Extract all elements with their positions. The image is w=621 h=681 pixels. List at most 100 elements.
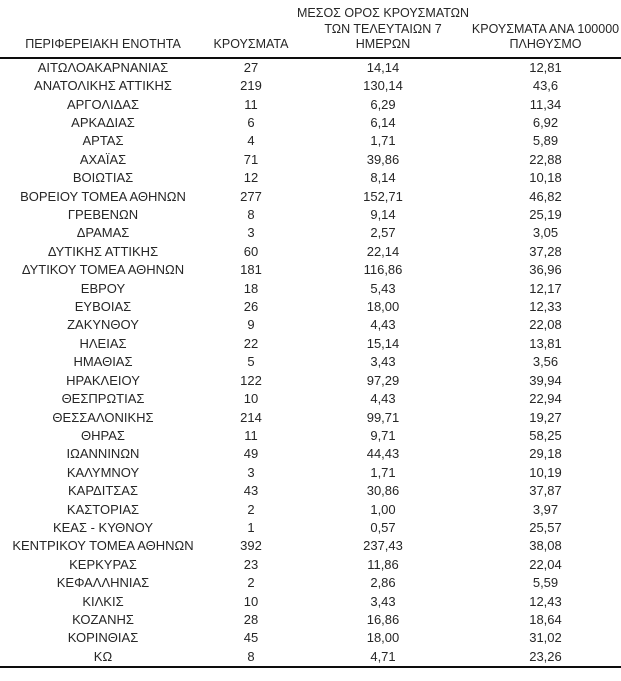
cell-7day-average: 9,14 xyxy=(370,207,396,223)
cell-7day-average: 152,71 xyxy=(363,188,403,204)
cell-cases: 122 xyxy=(240,372,262,388)
table-row: ΚΕΝΤΡΙΚΟΥ ΤΟΜΕΑ ΑΘΗΝΩΝ 392 237,43 38,08 xyxy=(0,537,621,555)
table-row: ΑΡΤΑΣ 4 1,71 5,89 xyxy=(0,132,621,150)
cell-cases-per-100000: 12,43 xyxy=(529,593,562,609)
cell-cases: 8 xyxy=(247,207,255,223)
cell-7day-average: 1,00 xyxy=(370,501,396,517)
cell-7day-average: 18,00 xyxy=(366,299,400,315)
cell-7day-average: 237,43 xyxy=(363,538,403,554)
cell-7day-average: 9,71 xyxy=(370,427,396,443)
cell-7day-average: 1,71 xyxy=(370,133,396,149)
cell-cases: 5 xyxy=(247,354,255,370)
cell-cases-per-100000: 25,57 xyxy=(529,519,562,535)
table-row: ΑΝΑΤΟΛΙΚΗΣ ΑΤΤΙΚΗΣ 219 130,14 43,6 xyxy=(0,77,621,95)
table-row: ΔΡΑΜΑΣ 3 2,57 3,05 xyxy=(0,224,621,242)
cell-cases: 3 xyxy=(247,464,255,480)
cell-cases-per-100000: 37,87 xyxy=(529,483,562,499)
table-row: ΔΥΤΙΚΗΣ ΑΤΤΙΚΗΣ 60 22,14 37,28 xyxy=(0,243,621,261)
cell-cases: 22 xyxy=(243,335,259,351)
cell-7day-average: 130,14 xyxy=(363,78,403,94)
cell-regional-unit: ΚΟΡΙΝΘΙΑΣ xyxy=(67,630,139,646)
cell-7day-average: 16,86 xyxy=(366,611,400,627)
cell-cases-per-100000: 22,08 xyxy=(529,317,562,333)
cell-regional-unit: ΑΡΓΟΛΙΔΑΣ xyxy=(66,96,140,112)
cell-cases: 27 xyxy=(243,59,259,75)
regional-cases-table: ΠΕΡΙΦΕΡΕΙΑΚΗ ΕΝΟΤΗΤΑ ΚΡΟΥΣΜΑΤΑ ΜΕΣΟΣ ΟΡΟ… xyxy=(0,6,621,669)
cell-7day-average: 22,14 xyxy=(366,243,400,259)
cell-7day-average: 6,14 xyxy=(370,115,396,130)
cell-cases-per-100000: 22,88 xyxy=(529,151,562,167)
cell-regional-unit: ΗΡΑΚΛΕΙΟΥ xyxy=(66,372,140,388)
cell-cases: 9 xyxy=(247,317,255,333)
cell-regional-unit: ΒΟΡΕΙΟΥ ΤΟΜΕΑ ΑΘΗΝΩΝ xyxy=(20,188,186,204)
cell-cases: 18 xyxy=(243,280,259,296)
cell-cases: 181 xyxy=(240,262,262,278)
cell-7day-average: 1,71 xyxy=(370,464,396,480)
table-row: ΘΗΡΑΣ 11 9,71 58,25 xyxy=(0,427,621,445)
table-row: ΑΙΤΩΛΟΑΚΑΡΝΑΝΙΑΣ 27 14,14 12,81 xyxy=(0,58,621,77)
cell-regional-unit: ΒΟΙΩΤΙΑΣ xyxy=(72,170,134,186)
cell-cases-per-100000: 11,34 xyxy=(529,96,562,112)
column-header-regional-unit: ΠΕΡΙΦΕΡΕΙΑΚΗ ΕΝΟΤΗΤΑ xyxy=(0,6,206,59)
cell-cases: 12 xyxy=(243,170,259,186)
cell-regional-unit: ΘΕΣΠΡΩΤΙΑΣ xyxy=(61,391,145,407)
cell-cases: 2 xyxy=(247,575,255,591)
cell-cases: 11 xyxy=(244,427,258,443)
column-header-7day-average: ΜΕΣΟΣ ΟΡΟΣ ΚΡΟΥΣΜΑΤΩΝ ΤΩΝ ΤΕΛΕΥΤΑΙΩΝ 7 Η… xyxy=(296,6,470,59)
cell-cases-per-100000: 22,04 xyxy=(529,556,562,572)
cell-cases-per-100000: 36,96 xyxy=(529,262,562,278)
cell-regional-unit: ΓΡΕΒΕΝΩΝ xyxy=(67,207,139,223)
cell-7day-average: 99,71 xyxy=(366,409,400,425)
table-row: ΚΟΡΙΝΘΙΑΣ 45 18,00 31,02 xyxy=(0,629,621,647)
cell-cases: 26 xyxy=(243,299,259,315)
cell-7day-average: 6,29 xyxy=(370,96,396,112)
cell-regional-unit: ΑΙΤΩΛΟΑΚΑΡΝΑΝΙΑΣ xyxy=(37,59,169,75)
cell-regional-unit: ΚΩ xyxy=(0,647,206,669)
cell-regional-unit: ΕΥΒΟΙΑΣ xyxy=(74,299,132,315)
cell-cases: 60 xyxy=(243,243,259,259)
table-row: ΚΟΖΑΝΗΣ 28 16,86 18,64 xyxy=(0,611,621,629)
cell-regional-unit: ΚΕΦΑΛΛΗΝΙΑΣ xyxy=(56,575,150,591)
cell-7day-average: 14,14 xyxy=(366,59,400,75)
cell-cases: 214 xyxy=(240,409,262,425)
column-header-cases-per-100000: ΚΡΟΥΣΜΑΤΑ ΑΝΑ 100000 ΠΛΗΘΥΣΜΟ xyxy=(470,6,621,59)
cell-cases-per-100000: 5,59 xyxy=(532,575,559,591)
cell-cases: 3 xyxy=(247,225,255,241)
cell-regional-unit: ΑΧΑΪΑΣ xyxy=(79,151,127,167)
cell-regional-unit: ΚΕΝΤΡΙΚΟΥ ΤΟΜΕΑ ΑΘΗΝΩΝ xyxy=(12,538,194,554)
table-row: ΗΛΕΙΑΣ 22 15,14 13,81 xyxy=(0,335,621,353)
cell-cases-per-100000: 39,94 xyxy=(529,372,562,388)
cell-cases-per-100000: 29,18 xyxy=(529,446,562,462)
cell-cases: 2 xyxy=(247,501,255,517)
cell-cases: 45 xyxy=(243,630,259,646)
cell-cases-per-100000: 13,81 xyxy=(529,335,562,351)
cell-regional-unit: ΚΑΣΤΟΡΙΑΣ xyxy=(66,501,140,517)
cell-cases-per-100000: 37,28 xyxy=(529,243,562,259)
cell-cases-per-100000: 18,64 xyxy=(529,611,562,627)
cell-cases: 49 xyxy=(243,446,259,462)
cell-regional-unit: ΚΑΡΔΙΤΣΑΣ xyxy=(67,483,139,499)
cell-7day-average: 44,43 xyxy=(366,446,400,462)
cell-7day-average: 2,57 xyxy=(370,225,396,241)
table-row: ΚΙΛΚΙΣ 10 3,43 12,43 xyxy=(0,593,621,611)
table-row: ΓΡΕΒΕΝΩΝ 8 9,14 25,19 xyxy=(0,206,621,224)
table-row: ΗΡΑΚΛΕΙΟΥ 122 97,29 39,94 xyxy=(0,372,621,390)
cell-regional-unit: ΙΩΑΝΝΙΝΩΝ xyxy=(66,446,140,462)
cell-cases-per-100000: 3,97 xyxy=(532,501,559,517)
cell-7day-average: 97,29 xyxy=(366,372,400,388)
cell-cases: 277 xyxy=(240,188,262,204)
cell-7day-average: 3,43 xyxy=(370,354,396,370)
table-row: ΒΟΡΕΙΟΥ ΤΟΜΕΑ ΑΘΗΝΩΝ 277 152,71 46,82 xyxy=(0,188,621,206)
cell-7day-average: 15,14 xyxy=(366,335,400,351)
cell-7day-average: 3,43 xyxy=(370,593,396,609)
cell-cases-per-100000: 3,05 xyxy=(532,225,559,241)
cell-7day-average: 5,43 xyxy=(370,280,396,296)
cell-cases-per-100000: 12,81 xyxy=(529,59,562,75)
cell-7day-average: 4,43 xyxy=(370,391,396,407)
cell-7day-average: 30,86 xyxy=(366,483,400,499)
cell-regional-unit: ΕΒΡΟΥ xyxy=(80,280,126,296)
table-header-row: ΠΕΡΙΦΕΡΕΙΑΚΗ ΕΝΟΤΗΤΑ ΚΡΟΥΣΜΑΤΑ ΜΕΣΟΣ ΟΡΟ… xyxy=(0,6,621,59)
cell-cases: 6 xyxy=(247,115,255,130)
cell-7day-average: 18,00 xyxy=(366,630,400,646)
cell-cases: 1 xyxy=(247,519,255,535)
